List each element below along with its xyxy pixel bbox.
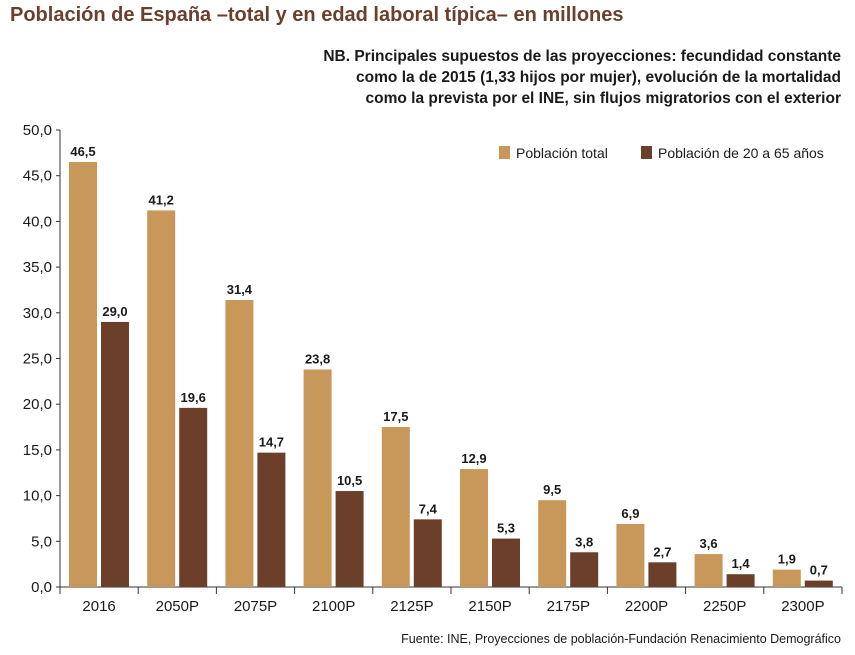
- y-tick-label: 10,0: [23, 488, 52, 505]
- chart-title: Población de España –total y en edad lab…: [10, 4, 624, 26]
- data-label: 0,7: [810, 563, 828, 578]
- legend: Población total Población de 20 a 65 años: [499, 145, 824, 161]
- x-tick-label: 2150P: [468, 598, 511, 615]
- data-label: 29,0: [102, 304, 127, 319]
- data-label: 5,3: [497, 521, 515, 536]
- bar: [460, 469, 488, 587]
- y-tick-label: 25,0: [23, 351, 52, 368]
- y-axis: 0,0 5,0 10,0 15,0 20,0 25,0 30,0 35,0 40,0 45,0 50…: [23, 122, 61, 596]
- legend-label: Población total: [516, 145, 608, 161]
- bar: [101, 321, 129, 587]
- data-label: 17,5: [383, 409, 408, 424]
- bar: [538, 500, 567, 587]
- bar: [147, 210, 176, 587]
- bar: [303, 369, 332, 587]
- chart-note-line: NB. Principales supuestos de las proyecc…: [323, 48, 841, 65]
- y-tick-label: 5,0: [31, 533, 52, 550]
- bar: [492, 538, 520, 587]
- bar: [694, 554, 723, 587]
- data-label: 12,9: [461, 451, 486, 466]
- bar: [335, 491, 364, 587]
- x-tick-label: 2300P: [781, 598, 824, 615]
- x-tick-label: 2250P: [703, 598, 746, 615]
- y-tick-label: 40,0: [23, 213, 52, 230]
- bar: [726, 574, 755, 587]
- data-label: 10,5: [337, 473, 362, 488]
- bar: [257, 452, 286, 587]
- bar: [616, 523, 645, 587]
- data-label: 9,5: [543, 482, 561, 497]
- data-label: 7,4: [419, 501, 438, 516]
- data-label: 46,5: [70, 144, 95, 159]
- bar: [225, 300, 254, 587]
- legend-swatch: [499, 146, 510, 159]
- data-label: 1,9: [778, 552, 796, 567]
- y-tick-label: 0,0: [31, 579, 52, 596]
- chart-note: NB. Principales supuestos de las proyecc…: [323, 46, 841, 109]
- x-tick-label: 2100P: [312, 598, 355, 615]
- chart-note-line: como la de 2015 (1,33 hijos por mujer), …: [356, 69, 841, 86]
- data-label: 41,2: [149, 192, 174, 207]
- y-tick-label: 45,0: [23, 168, 52, 185]
- data-label: 23,8: [305, 351, 330, 366]
- bar: [179, 407, 208, 587]
- data-labels: 46,5 29,0 41,2 19,6 31,4 14,7 23,8 10,5 17,5 7,4 1…: [70, 144, 827, 578]
- bar: [804, 580, 833, 587]
- x-axis: 2016 2050P 2075P 2100P 2125P 2150P 2175P 2200P 2…: [59, 586, 843, 615]
- x-tick-label: 2200P: [625, 598, 668, 615]
- chart-note-line: como la prevista por el INE, sin flujos …: [365, 90, 841, 107]
- y-tick-label: 15,0: [23, 442, 52, 459]
- legend-label: Población de 20 a 65 años: [658, 145, 824, 161]
- bars: [69, 161, 833, 588]
- bar: [381, 427, 410, 587]
- data-label: 6,9: [621, 506, 639, 521]
- x-tick-label: 2050P: [156, 598, 199, 615]
- data-label: 19,6: [181, 390, 206, 405]
- x-tick-label: 2016: [82, 598, 115, 615]
- data-label: 3,6: [700, 536, 718, 551]
- x-tick-label: 2175P: [547, 598, 590, 615]
- data-label: 3,8: [575, 534, 593, 549]
- bar: [570, 552, 599, 587]
- y-tick-label: 20,0: [23, 396, 52, 413]
- data-label: 14,7: [259, 435, 284, 450]
- bar: [648, 562, 677, 587]
- data-label: 1,4: [732, 556, 751, 571]
- x-tick-label: 2075P: [234, 598, 277, 615]
- y-tick-label: 30,0: [23, 305, 52, 322]
- y-tick-label: 50,0: [23, 122, 52, 139]
- source-note: Fuente: INE, Proyecciones de población-F…: [401, 632, 841, 646]
- data-label: 31,4: [227, 282, 253, 297]
- bar: [772, 569, 801, 587]
- bar: [69, 161, 97, 588]
- bar: [413, 519, 442, 587]
- x-tick-label: 2125P: [390, 598, 433, 615]
- data-label: 2,7: [653, 544, 671, 559]
- legend-swatch: [641, 146, 652, 159]
- y-tick-label: 35,0: [23, 259, 52, 276]
